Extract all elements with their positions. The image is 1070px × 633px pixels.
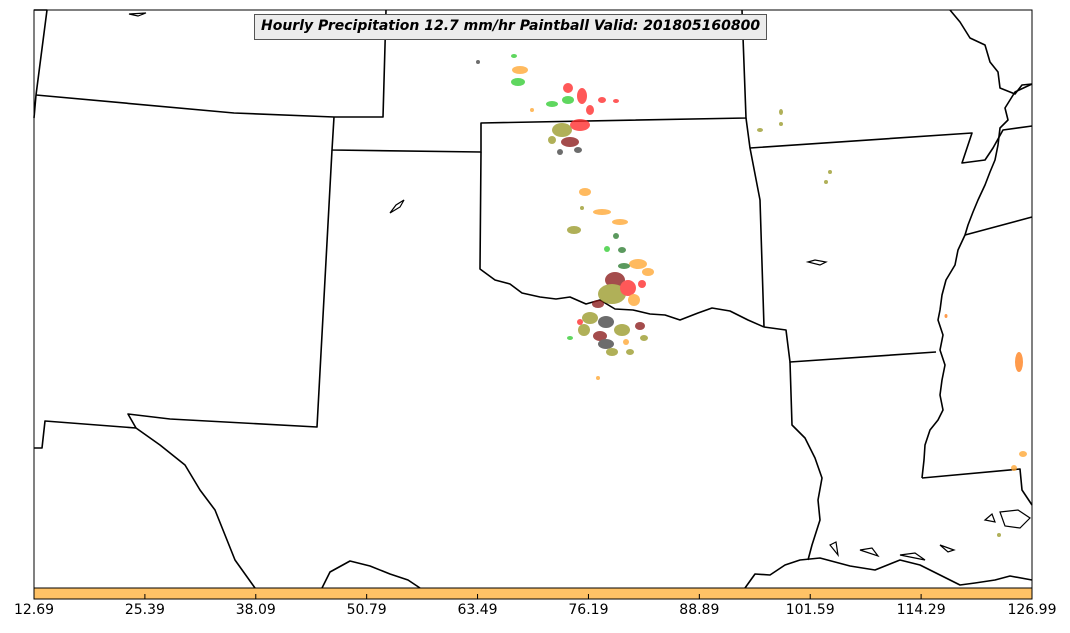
colorbar-tick-label: 50.79	[346, 602, 387, 618]
colorbar-tick-label: 126.99	[1007, 602, 1057, 618]
colorbar-tick-label: 12.69	[13, 602, 55, 618]
colorbar-tick-label: 101.59	[785, 602, 835, 618]
colorbar-tick-label: 76.19	[568, 602, 609, 618]
map-frame	[33, 9, 1033, 589]
colorbar-tick-label: 88.89	[679, 602, 720, 618]
colorbar-tick-label: 114.29	[896, 602, 946, 618]
coastline-details	[128, 12, 1031, 561]
colorbar-tick-label: 25.39	[124, 602, 165, 618]
precip-blobs	[476, 54, 1027, 537]
state-borders	[33, 9, 1033, 589]
colorbar	[33, 587, 1033, 600]
colorbar-ticks	[33, 594, 1033, 599]
colorbar-tick-label: 38.09	[235, 602, 276, 618]
map-title: Hourly Precipitation 12.7 mm/hr Paintbal…	[254, 14, 768, 40]
colorbar-tick-label: 63.49	[457, 602, 498, 618]
